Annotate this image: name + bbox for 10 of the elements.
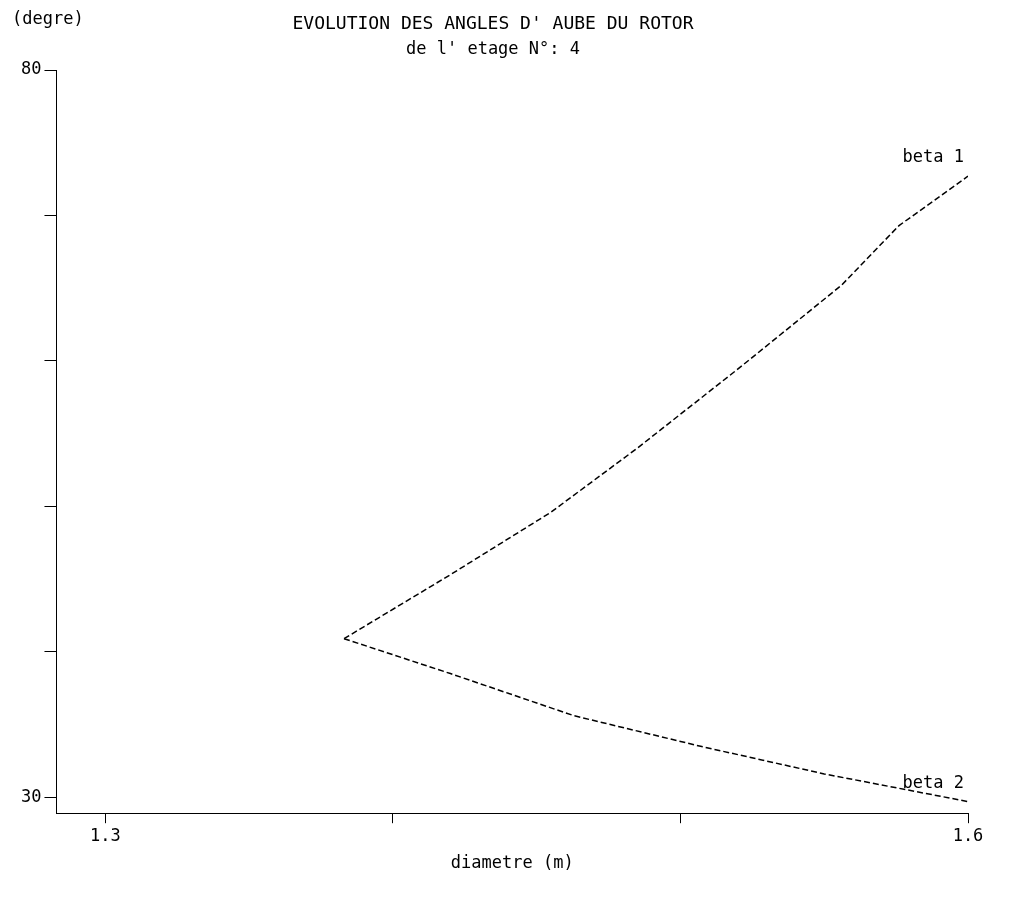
y-axis-title: (degre) [12,8,84,28]
x-tick-label: 1.3 [89,824,121,845]
x-axis-title: diametre (m) [450,852,574,873]
series-label: beta 1 [902,146,964,167]
y-tick-label: 30 [20,785,42,806]
chart-title: EVOLUTION DES ANGLES D' AUBE DU ROTOR [292,12,694,34]
y-tick-label: 80 [20,58,42,79]
series-label: beta 2 [902,771,964,792]
chart-subtitle: de l' etage N°: 4 [406,38,580,59]
x-tick-label: 1.6 [952,824,984,845]
